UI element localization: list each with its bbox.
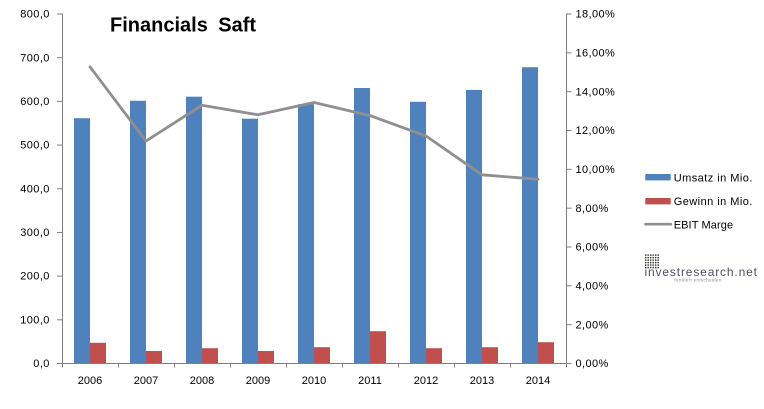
svg-text:16,00%: 16,00% [576,47,616,59]
svg-text:0,0: 0,0 [33,358,50,370]
svg-text:EBIT Marge: EBIT Marge [674,219,734,231]
svg-text:8,00%: 8,00% [576,203,609,215]
svg-text:2013: 2013 [470,375,494,387]
svg-text:fundiert entscheiden: fundiert entscheiden [674,278,722,283]
svg-text:100,0: 100,0 [20,314,50,326]
svg-text:200,0: 200,0 [20,271,50,283]
svg-text:6,00%: 6,00% [576,242,609,254]
svg-text:2009: 2009 [246,375,270,387]
svg-text:400,0: 400,0 [20,183,50,195]
svg-text:2006: 2006 [78,375,102,387]
svg-text:600,0: 600,0 [20,96,50,108]
svg-text:Gewinn in Mio.: Gewinn in Mio. [674,196,753,208]
svg-text:investresearch.net: investresearch.net [645,265,758,279]
svg-text:2012: 2012 [414,375,438,387]
svg-text:2011: 2011 [358,375,382,387]
svg-text:Financials: Financials [110,15,208,37]
svg-text:2008: 2008 [190,375,214,387]
svg-text:300,0: 300,0 [20,227,50,239]
svg-text:2014: 2014 [526,375,550,387]
svg-text:800,0: 800,0 [20,9,50,21]
svg-text:Umsatz in Mio.: Umsatz in Mio. [674,172,753,184]
svg-text:4,00%: 4,00% [576,280,609,292]
svg-text:2007: 2007 [134,375,158,387]
svg-text:500,0: 500,0 [20,140,50,152]
svg-text:10,00%: 10,00% [576,164,616,176]
svg-text:0,00%: 0,00% [576,358,609,370]
svg-text:700,0: 700,0 [20,52,50,64]
svg-text:2,00%: 2,00% [576,319,609,331]
svg-text:2010: 2010 [302,375,326,387]
svg-text:Saft: Saft [218,15,256,37]
svg-text:18,00%: 18,00% [576,9,616,21]
svg-text:14,00%: 14,00% [576,86,616,98]
svg-text:12,00%: 12,00% [576,125,616,137]
